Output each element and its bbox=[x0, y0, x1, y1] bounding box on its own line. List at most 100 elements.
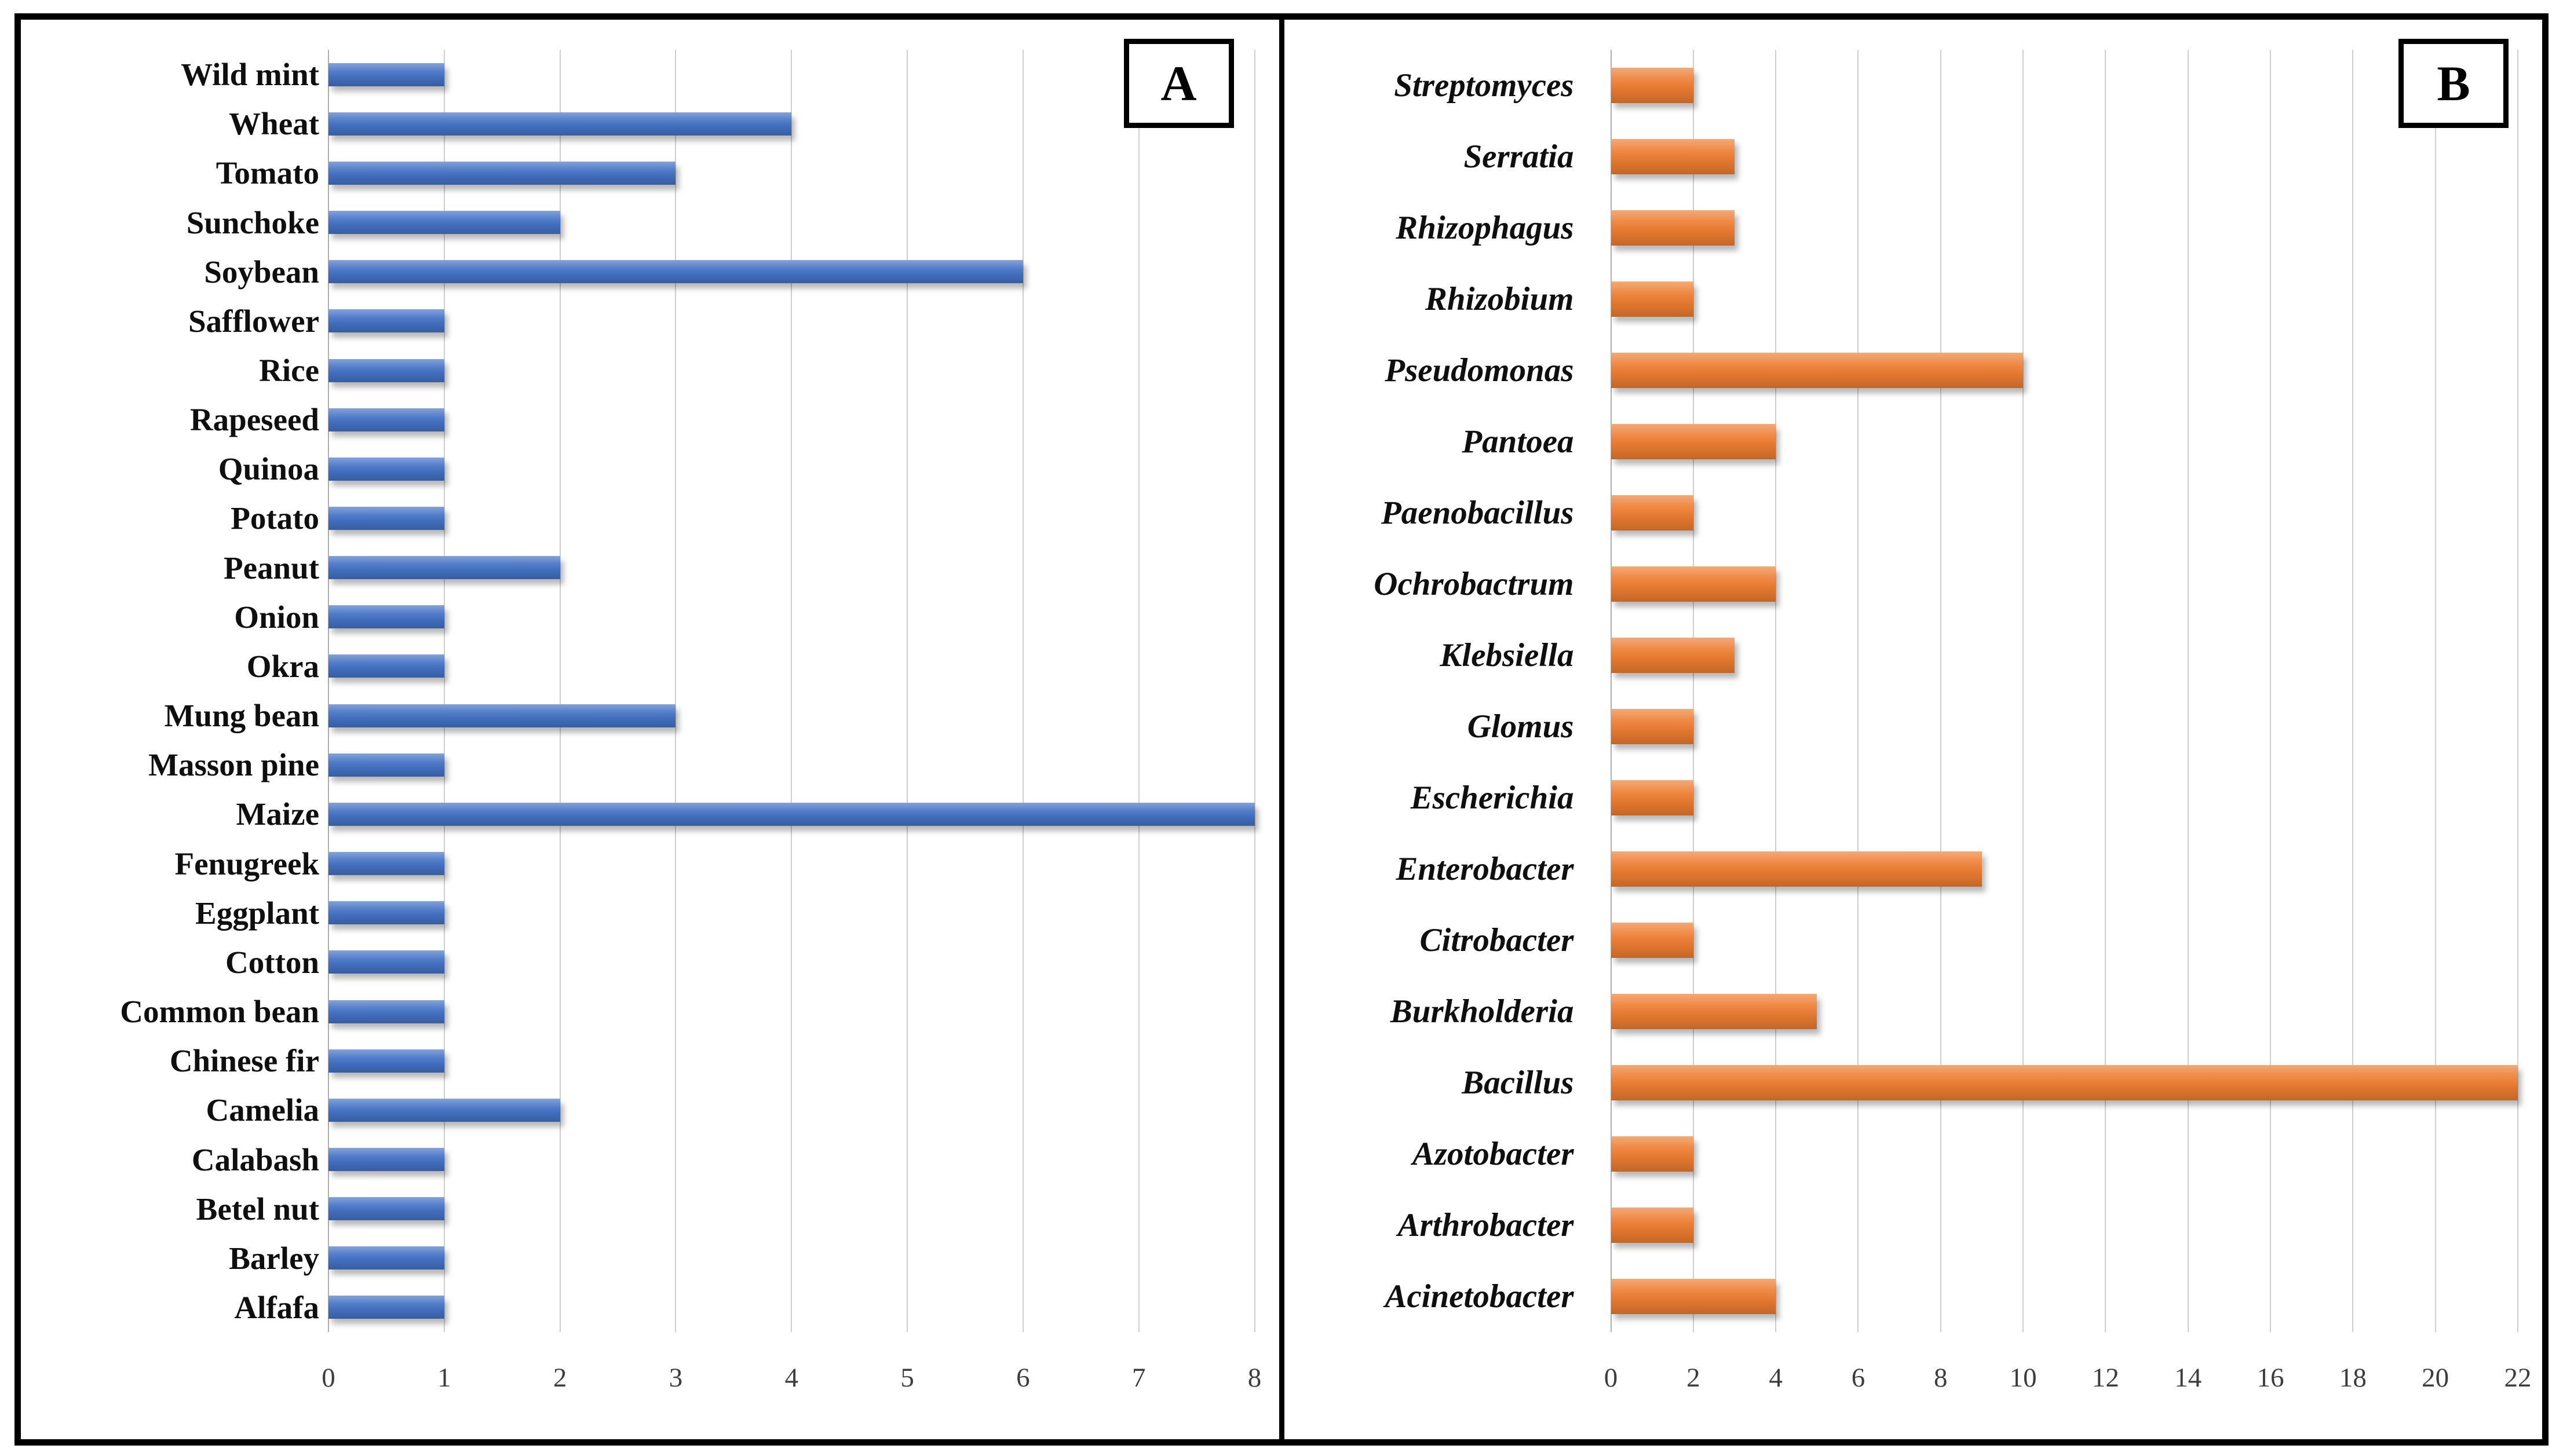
category-label: Pseudomonas bbox=[1385, 352, 1574, 389]
category-label: Common bean bbox=[120, 994, 319, 1030]
bar-row bbox=[328, 839, 1255, 888]
bar bbox=[1611, 67, 1693, 104]
bar bbox=[1611, 281, 1693, 317]
category-label: Chinese fir bbox=[169, 1043, 319, 1079]
bar bbox=[1611, 566, 1776, 602]
bar-row bbox=[328, 1283, 1255, 1332]
axis-tick-label: 6 bbox=[1851, 1363, 1865, 1393]
category-label: Glomus bbox=[1467, 708, 1574, 745]
axis-tick-label: 5 bbox=[900, 1363, 914, 1393]
panel-b-category-labels: Streptomyces Serratia Rhizophagus Rhizobium… bbox=[1284, 50, 1611, 1332]
category-label: Ochrobactrum bbox=[1374, 566, 1574, 602]
category-label: Soybean bbox=[204, 254, 319, 290]
gridline bbox=[1138, 50, 1140, 1332]
gridline bbox=[2187, 50, 2189, 1332]
gridline bbox=[1857, 50, 1859, 1332]
axis-tick-label: 1 bbox=[437, 1363, 451, 1393]
bar-row bbox=[328, 642, 1255, 691]
bar bbox=[328, 408, 444, 431]
bar-row bbox=[1611, 121, 2518, 192]
panel-a-category-labels: Wild mint Wheat Tomato Sunchoke Soybean Saffl… bbox=[21, 50, 328, 1332]
category-label: Onion bbox=[234, 599, 319, 635]
bar-row bbox=[1611, 548, 2518, 620]
category-label: Maize bbox=[236, 796, 319, 832]
gridline bbox=[559, 50, 561, 1332]
bar bbox=[328, 753, 444, 777]
category-label: Enterobacter bbox=[1396, 851, 1574, 887]
gridline bbox=[1692, 50, 1694, 1332]
bar-row bbox=[1611, 264, 2518, 335]
bar-row bbox=[1611, 691, 2518, 762]
bar-row bbox=[1611, 50, 2518, 121]
bar bbox=[328, 950, 444, 974]
gridline bbox=[907, 50, 908, 1332]
panel-b-label-box: B bbox=[2398, 39, 2509, 128]
panel-b-gridlines bbox=[1610, 50, 2518, 1332]
bar-row bbox=[328, 99, 1255, 148]
panel-b-plot bbox=[1610, 50, 2518, 1332]
category-label: Citrobacter bbox=[1419, 922, 1574, 959]
bar bbox=[328, 112, 792, 136]
bar-row bbox=[1611, 477, 2518, 548]
axis-tick-label: 4 bbox=[1769, 1363, 1783, 1393]
bar-row bbox=[328, 543, 1255, 592]
category-label: Bacillus bbox=[1462, 1064, 1574, 1101]
axis-tick-label: 22 bbox=[2504, 1363, 2532, 1393]
bar bbox=[328, 1246, 444, 1270]
gridline bbox=[1940, 50, 1941, 1332]
panel-a-label-box: A bbox=[1123, 39, 1234, 128]
gridline bbox=[2352, 50, 2354, 1332]
panel-b-axis-row: 0 2 4 6 8 10 12 14 16 18 20 22 bbox=[1284, 1332, 2543, 1439]
bar-row bbox=[328, 691, 1255, 740]
axis-tick-label: 6 bbox=[1016, 1363, 1030, 1393]
gridline bbox=[1610, 50, 1612, 1332]
bar bbox=[1611, 1136, 1693, 1172]
category-label: Streptomyces bbox=[1394, 67, 1574, 104]
bar-row bbox=[328, 740, 1255, 789]
bar bbox=[328, 457, 444, 481]
bar-row bbox=[328, 1135, 1255, 1184]
axis-tick-label: 4 bbox=[784, 1363, 799, 1393]
bar-row bbox=[1611, 620, 2518, 691]
bar bbox=[1611, 1064, 2518, 1101]
axis-tick-label: 8 bbox=[1247, 1363, 1262, 1393]
bar-row bbox=[328, 592, 1255, 642]
gridline bbox=[675, 50, 677, 1332]
bar-row bbox=[328, 987, 1255, 1036]
bar-row bbox=[1611, 1190, 2518, 1261]
bar-row bbox=[328, 50, 1255, 99]
panel-a-gridlines bbox=[328, 50, 1255, 1332]
bar bbox=[328, 1148, 444, 1172]
gridline bbox=[1022, 50, 1024, 1332]
axis-tick-label: 16 bbox=[2257, 1363, 2284, 1393]
bar bbox=[1611, 851, 1982, 887]
category-label: Quinoa bbox=[218, 451, 319, 487]
category-label: Acinetobacter bbox=[1385, 1278, 1574, 1315]
bar bbox=[328, 901, 444, 925]
category-label: Peanut bbox=[224, 550, 319, 586]
gridline bbox=[1254, 50, 1255, 1332]
bar bbox=[328, 852, 444, 876]
axis-tick-label: 3 bbox=[669, 1363, 683, 1393]
bar bbox=[328, 63, 444, 86]
category-label: Mung bean bbox=[164, 698, 319, 734]
bar-row bbox=[328, 444, 1255, 493]
category-label: Rhizophagus bbox=[1396, 210, 1574, 246]
bar bbox=[328, 1000, 444, 1023]
axis-tick-label: 10 bbox=[2009, 1363, 2037, 1393]
gridline bbox=[1775, 50, 1777, 1332]
category-label: Azotobacter bbox=[1412, 1136, 1574, 1172]
bar bbox=[328, 704, 676, 727]
category-label: Betel nut bbox=[196, 1191, 319, 1227]
bar bbox=[1611, 138, 1735, 175]
bar bbox=[1611, 993, 1817, 1030]
bar bbox=[1611, 1207, 1693, 1243]
bar-row bbox=[328, 1184, 1255, 1234]
bar bbox=[1611, 352, 2024, 389]
panel-a-plot bbox=[328, 50, 1255, 1332]
gridline bbox=[2434, 50, 2436, 1332]
bar bbox=[328, 309, 444, 333]
gridline bbox=[2105, 50, 2106, 1332]
bar bbox=[1611, 1278, 1776, 1315]
